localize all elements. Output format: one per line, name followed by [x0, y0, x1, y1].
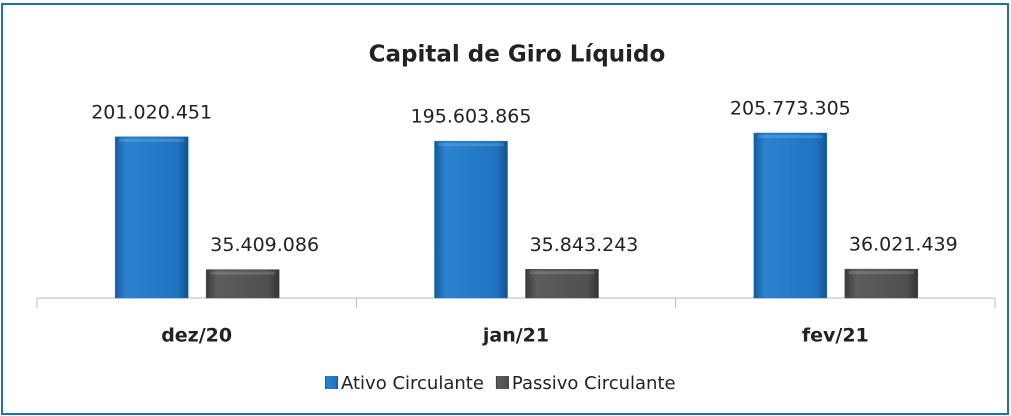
bar — [753, 132, 828, 299]
legend-swatch — [495, 376, 509, 389]
chart-title: Capital de Giro Líquido — [369, 42, 666, 68]
data-label: 205.773.305 — [730, 98, 851, 120]
legend-swatch — [325, 376, 338, 389]
x-tick-label: fev/21 — [802, 325, 869, 347]
bar — [114, 136, 189, 299]
data-label: 35.843.243 — [530, 234, 639, 256]
bar-bevel — [438, 143, 504, 147]
legend-label: Ativo Circulante — [341, 373, 484, 394]
data-label: 35.409.086 — [210, 234, 319, 256]
x-tick-label: dez/20 — [161, 325, 232, 347]
data-label: 36.021.439 — [849, 234, 958, 256]
bar — [434, 140, 508, 299]
bar-bevel — [529, 271, 595, 275]
bar-bevel — [210, 271, 276, 275]
data-label: 201.020.451 — [91, 101, 212, 123]
bar-bevel — [848, 271, 914, 275]
bar-bevel — [757, 135, 823, 138]
legend-label: Passivo Circulante — [512, 373, 676, 394]
bar-bevel — [119, 138, 185, 142]
bar — [205, 269, 280, 299]
data-label: 195.603.865 — [411, 106, 532, 128]
x-tick-label: jan/21 — [482, 325, 549, 347]
bar — [844, 268, 919, 299]
bar — [525, 269, 599, 299]
